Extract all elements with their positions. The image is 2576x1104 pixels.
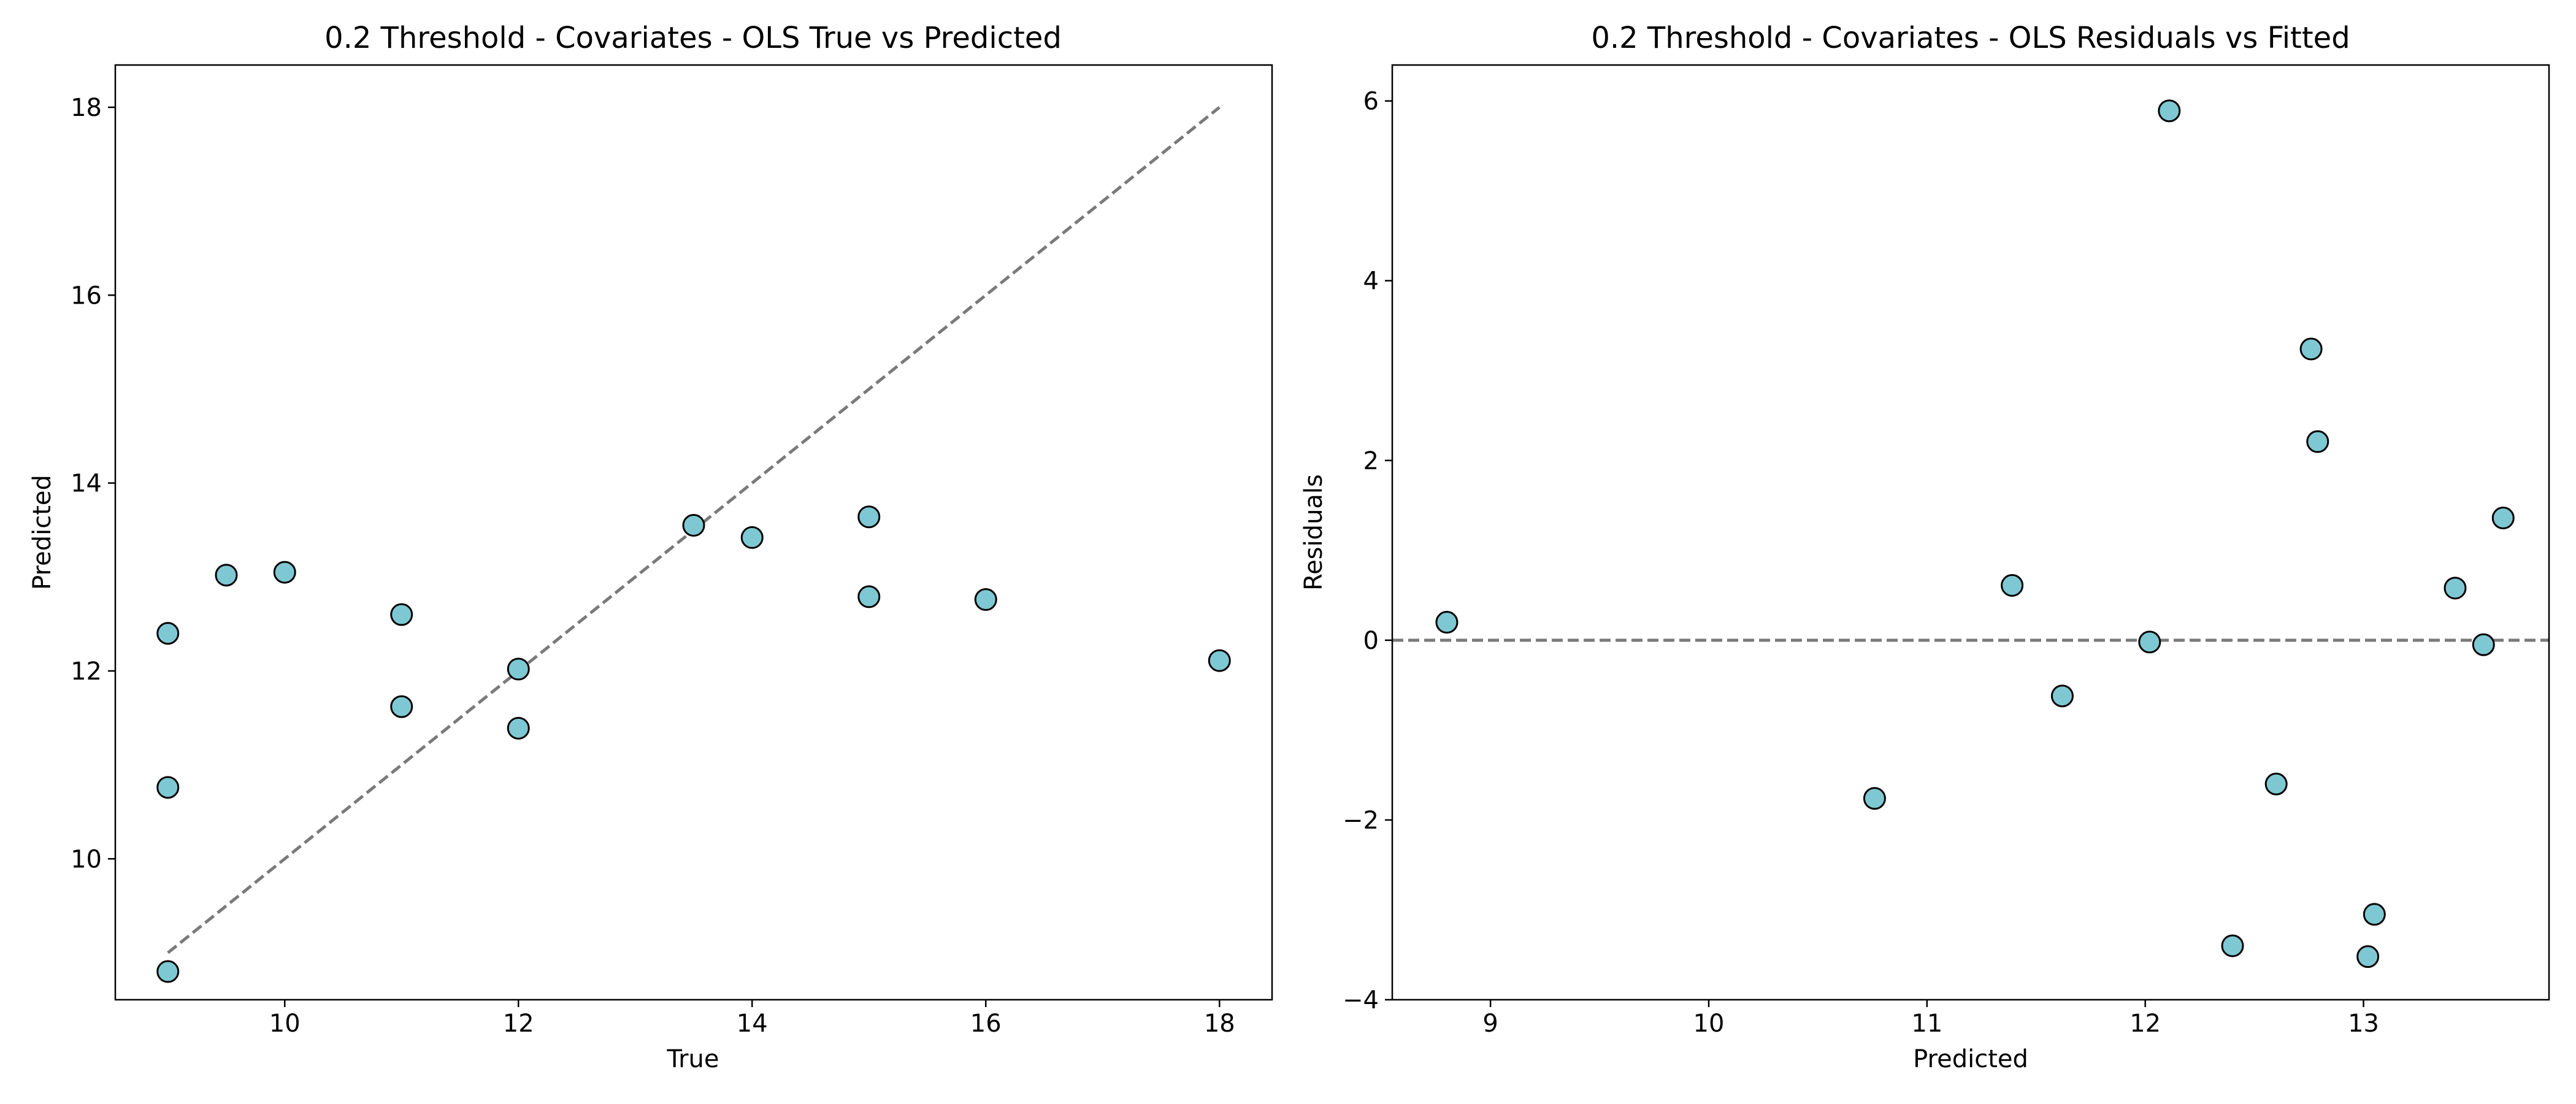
data-point: [857, 585, 881, 608]
data-point: [1435, 611, 1459, 634]
data-point: [2363, 903, 2386, 926]
data-point: [857, 505, 881, 529]
y-tick-label: −2: [1343, 807, 1379, 835]
x-tick-label: 10: [269, 1010, 301, 1038]
chart-title: 0.2 Threshold - Covariates - OLS True vs…: [324, 21, 1062, 55]
chart-title: 0.2 Threshold - Covariates - OLS Residua…: [1591, 21, 2350, 55]
data-point: [2138, 631, 2161, 654]
data-point: [2299, 337, 2323, 361]
residuals-vs-fitted-chart: 0.2 Threshold - Covariates - OLS Residua…: [1300, 21, 2550, 1073]
y-tick-label: 14: [71, 470, 102, 498]
x-tick-label: 14: [737, 1010, 768, 1038]
y-tick-label: 6: [1363, 88, 1379, 116]
plot-frame: [114, 64, 1273, 1001]
data-point: [2491, 507, 2515, 530]
plot-frame: [1391, 64, 2550, 1001]
y-tick-label: 2: [1363, 447, 1379, 475]
y-axis-label: Residuals: [1300, 474, 1328, 591]
y-tick-label: 18: [71, 94, 102, 122]
data-point: [740, 526, 764, 549]
data-point: [390, 603, 413, 626]
x-tick-label: 18: [1204, 1010, 1235, 1038]
data-point: [1208, 649, 1231, 672]
y-tick-label: 10: [71, 845, 102, 873]
data-point: [2472, 633, 2495, 656]
x-tick-label: 11: [1911, 1010, 1942, 1038]
data-point: [2356, 945, 2380, 968]
x-axis-label: Predicted: [1913, 1045, 2028, 1073]
y-tick-label: 4: [1363, 267, 1379, 296]
x-axis-label: True: [667, 1045, 719, 1073]
data-point: [2264, 772, 2288, 795]
data-point: [273, 561, 296, 584]
y-axis-label: Predicted: [28, 475, 56, 590]
data-point: [156, 622, 180, 645]
data-point: [1863, 787, 1886, 810]
data-point: [682, 514, 705, 537]
y-tick-label: −4: [1343, 986, 1379, 1014]
data-point: [2158, 99, 2181, 123]
x-tick-label: 10: [1693, 1010, 1725, 1038]
data-point: [974, 588, 997, 611]
y-tick-label: 12: [71, 657, 102, 686]
data-point: [2444, 577, 2467, 600]
x-tick-label: 13: [2348, 1010, 2379, 1038]
data-point: [507, 716, 530, 740]
data-point: [215, 564, 238, 587]
data-point: [156, 960, 180, 983]
data-point: [2050, 684, 2074, 708]
data-point: [507, 657, 530, 681]
y-tick-label: 16: [71, 282, 102, 310]
data-point: [2306, 430, 2329, 453]
x-tick-label: 12: [503, 1010, 534, 1038]
data-point: [156, 776, 180, 799]
x-tick-label: 12: [2129, 1010, 2161, 1038]
true-vs-predicted-chart: 0.2 Threshold - Covariates - OLS True vs…: [28, 21, 1273, 1073]
x-tick-label: 9: [1482, 1010, 1498, 1038]
data-point: [390, 695, 413, 718]
data-point: [2221, 934, 2244, 957]
data-point: [2001, 573, 2024, 597]
y-tick-label: 0: [1363, 627, 1379, 655]
x-tick-label: 16: [970, 1010, 1002, 1038]
